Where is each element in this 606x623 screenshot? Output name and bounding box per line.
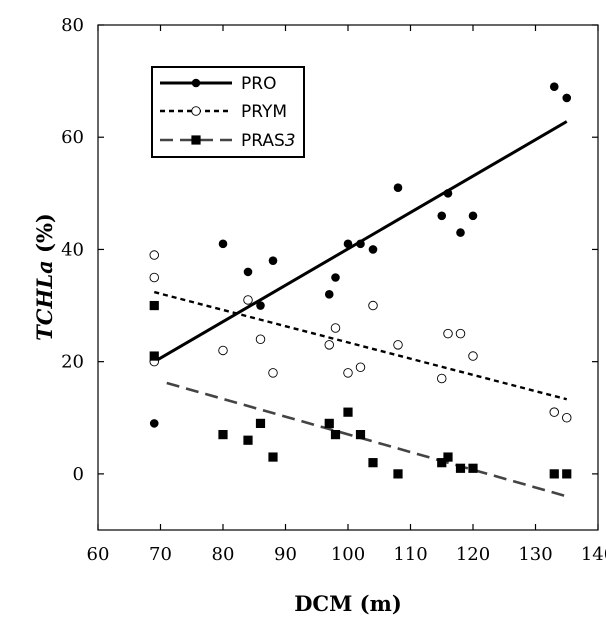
- axis-ticks: 60 70 80 90 100 110 120 130 140 0 20 40 60 80: [61, 15, 606, 565]
- point-pro: [443, 189, 453, 198]
- point-prym: [368, 300, 378, 311]
- x-tick-label: 130: [518, 544, 552, 565]
- fit-line-prym: [153, 290, 568, 401]
- point-pro: [368, 245, 378, 254]
- point-pras3: [149, 300, 159, 311]
- point-pras3: [243, 435, 253, 445]
- legend-marker-pras3: [191, 135, 201, 145]
- legend-label-pras3: PRAS3: [241, 131, 296, 151]
- point-prym: [268, 368, 278, 378]
- y-tick-label: 60: [61, 127, 84, 148]
- y-tick-label: 40: [61, 239, 84, 260]
- point-prym: [255, 334, 266, 344]
- point-pro: [356, 239, 365, 249]
- point-pras3: [149, 351, 159, 361]
- y-axis-title-suffix: (%): [32, 213, 57, 260]
- point-pro: [562, 93, 572, 103]
- x-tick-label: 80: [212, 544, 235, 565]
- x-tick-label: 90: [274, 544, 297, 565]
- point-pro: [393, 183, 403, 193]
- point-pras3: [330, 430, 341, 440]
- point-pras3: [355, 430, 366, 440]
- point-pras3: [268, 452, 278, 462]
- point-pras3: [562, 469, 572, 479]
- point-pras3: [468, 463, 478, 473]
- point-prym: [149, 272, 159, 283]
- point-pro: [149, 419, 159, 428]
- legend: PRO PRYM PRAS3: [151, 66, 305, 158]
- point-pro: [218, 239, 228, 249]
- point-pras3: [255, 418, 266, 428]
- fit-line-pras3: [166, 381, 568, 498]
- legend-label-italic: 3: [285, 131, 296, 151]
- point-prym: [218, 345, 228, 356]
- point-prym: [437, 373, 447, 384]
- y-tick-label: 80: [61, 15, 84, 36]
- legend-label-prym: PRYM: [241, 102, 287, 122]
- point-prym: [455, 328, 466, 339]
- y-axis-title: TCHLa (%): [32, 213, 57, 341]
- point-prym: [343, 368, 353, 378]
- point-pras3: [343, 407, 353, 417]
- point-pro: [243, 267, 253, 277]
- x-tick-label: 140: [581, 544, 606, 565]
- legend-marker-pro: [191, 78, 201, 88]
- point-pro: [437, 211, 447, 221]
- point-pras3: [393, 469, 403, 479]
- x-axis-title: DCM (m): [294, 591, 402, 616]
- point-prym: [330, 323, 341, 333]
- legend-label-pro: PRO: [241, 74, 276, 94]
- point-prym: [243, 295, 253, 305]
- point-pro: [549, 82, 559, 92]
- point-pras3: [437, 458, 447, 468]
- x-tick-label: 120: [456, 544, 490, 565]
- point-prym: [355, 362, 366, 373]
- point-prym: [562, 413, 572, 423]
- point-pras3: [324, 418, 334, 428]
- legend-label-main: PRAS: [241, 131, 285, 151]
- x-tick-label: 70: [149, 544, 172, 565]
- fit-lines: [153, 120, 568, 498]
- point-pras3: [218, 430, 228, 440]
- point-pro: [456, 228, 465, 237]
- point-pras3: [368, 458, 378, 468]
- y-axis-title-italic: a: [32, 260, 57, 274]
- y-tick-label: 20: [61, 352, 84, 373]
- point-pro: [256, 301, 265, 310]
- data-points: [149, 82, 572, 479]
- point-pras3: [455, 463, 466, 473]
- point-prym: [549, 407, 560, 417]
- x-tick-label: 60: [87, 544, 110, 565]
- x-tick-label: 110: [393, 544, 427, 565]
- point-prym: [468, 351, 478, 361]
- point-prym: [324, 340, 335, 350]
- point-pro: [331, 273, 340, 282]
- x-tick-label: 100: [331, 544, 365, 565]
- point-pro: [468, 211, 478, 221]
- point-pro: [268, 256, 278, 265]
- point-prym: [443, 328, 453, 339]
- point-pro: [343, 239, 353, 249]
- legend-marker-prym: [191, 106, 201, 116]
- point-pro: [324, 290, 334, 299]
- point-prym: [393, 340, 403, 350]
- point-pras3: [443, 452, 453, 462]
- point-pras3: [549, 469, 559, 479]
- y-axis-title-prefix: TCHL: [32, 274, 57, 341]
- y-tick-label: 0: [73, 464, 84, 485]
- point-prym: [149, 250, 159, 260]
